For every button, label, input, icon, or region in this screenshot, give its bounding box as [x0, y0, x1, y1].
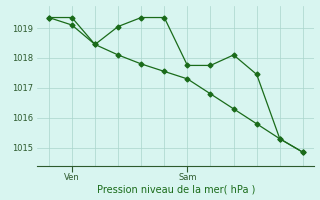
X-axis label: Pression niveau de la mer( hPa ): Pression niveau de la mer( hPa ) [97, 184, 255, 194]
